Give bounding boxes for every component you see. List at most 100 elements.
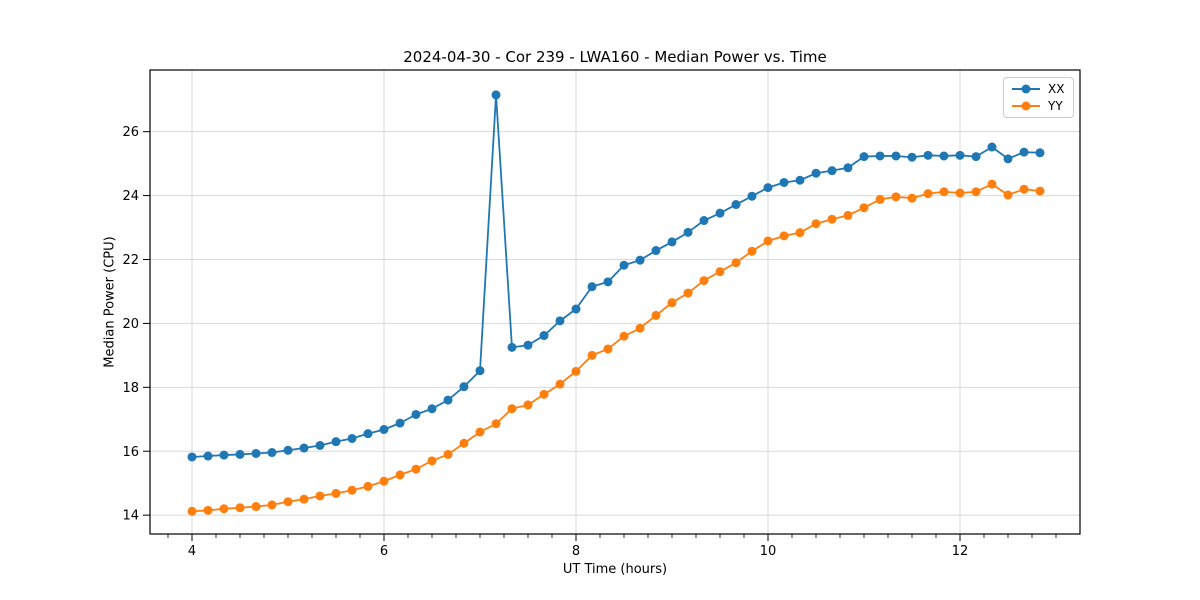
x-tick-label: 8 (572, 544, 580, 559)
x-tick-label: 4 (188, 544, 196, 559)
data-point-yy (1003, 190, 1013, 200)
data-point-xx (859, 152, 869, 162)
data-point-xx (251, 448, 261, 458)
data-point-xx (267, 448, 277, 458)
data-point-yy (219, 504, 229, 514)
data-point-yy (507, 404, 517, 414)
data-point-xx (459, 382, 469, 392)
data-point-yy (459, 438, 469, 448)
data-point-xx (907, 152, 917, 162)
data-point-xx (875, 151, 885, 161)
data-point-xx (763, 183, 773, 193)
data-point-yy (267, 500, 277, 510)
data-point-xx (923, 150, 933, 160)
data-point-yy (363, 481, 373, 491)
data-point-xx (363, 429, 373, 439)
data-point-xx (187, 452, 197, 462)
legend-marker-yy-icon (1012, 101, 1040, 111)
data-point-yy (955, 188, 965, 198)
data-point-yy (827, 214, 837, 224)
x-tick-label: 10 (760, 544, 777, 559)
data-point-xx (411, 409, 421, 419)
data-point-xx (427, 404, 437, 414)
y-tick-label: 22 (122, 253, 139, 268)
data-point-xx (571, 304, 581, 314)
data-point-xx (395, 418, 405, 428)
data-point-xx (587, 282, 597, 292)
data-point-yy (379, 476, 389, 486)
y-tick-label: 16 (122, 445, 139, 460)
data-point-xx (331, 437, 341, 447)
data-point-xx (635, 255, 645, 265)
data-point-yy (203, 505, 213, 515)
data-point-yy (427, 456, 437, 466)
legend-label-yy: YY (1048, 99, 1063, 113)
data-point-yy (875, 194, 885, 204)
data-point-yy (539, 389, 549, 399)
data-point-yy (747, 246, 757, 256)
data-point-xx (475, 366, 485, 376)
data-point-yy (715, 267, 725, 277)
data-point-yy (843, 210, 853, 220)
data-point-yy (555, 379, 565, 389)
data-point-yy (523, 400, 533, 410)
data-point-yy (651, 310, 661, 320)
data-point-yy (443, 449, 453, 459)
data-point-yy (283, 497, 293, 507)
data-point-xx (891, 151, 901, 161)
data-point-yy (571, 366, 581, 376)
data-point-yy (411, 464, 421, 474)
data-point-xx (971, 152, 981, 162)
y-tick-label: 20 (122, 317, 139, 332)
data-point-xx (939, 151, 949, 161)
data-point-xx (779, 177, 789, 187)
data-point-yy (795, 228, 805, 238)
data-point-yy (779, 231, 789, 241)
x-tick-label: 12 (952, 544, 969, 559)
data-point-xx (379, 425, 389, 435)
data-point-yy (299, 494, 309, 504)
data-point-xx (683, 227, 693, 237)
data-point-xx (843, 163, 853, 173)
data-point-yy (619, 331, 629, 341)
data-point-xx (731, 200, 741, 210)
data-point-xx (667, 237, 677, 247)
data-point-yy (603, 344, 613, 354)
data-point-yy (395, 470, 405, 480)
data-point-yy (987, 179, 997, 189)
data-point-yy (811, 219, 821, 229)
data-point-yy (923, 189, 933, 199)
legend: XX YY (1003, 77, 1075, 118)
data-point-xx (203, 451, 213, 461)
y-tick-label: 18 (122, 381, 139, 396)
data-point-xx (555, 316, 565, 326)
x-axis-label: UT Time (hours) (562, 562, 668, 577)
series-line-xx (191, 94, 1041, 458)
data-point-xx (651, 246, 661, 256)
data-point-xx (811, 168, 821, 178)
chart-title: 2024-04-30 - Cor 239 - LWA160 - Median P… (403, 48, 827, 66)
legend-item-xx: XX (1011, 82, 1064, 96)
data-point-xx (699, 216, 709, 226)
y-tick-label: 24 (122, 189, 139, 204)
data-point-xx (747, 191, 757, 201)
data-point-yy (331, 488, 341, 498)
data-point-yy (939, 187, 949, 197)
data-point-yy (891, 192, 901, 202)
data-point-yy (235, 503, 245, 513)
data-point-xx (715, 208, 725, 218)
data-point-yy (587, 350, 597, 360)
data-point-xx (603, 277, 613, 287)
y-tick-label: 14 (122, 509, 139, 524)
data-point-yy (635, 323, 645, 333)
data-point-xx (1019, 147, 1029, 157)
legend-item-yy: YY (1011, 99, 1064, 113)
data-point-yy (667, 298, 677, 308)
data-point-xx (283, 445, 293, 455)
data-point-xx (955, 150, 965, 160)
data-point-xx (315, 440, 325, 450)
data-point-yy (475, 427, 485, 437)
data-point-xx (235, 449, 245, 459)
x-tick-label: 6 (380, 544, 388, 559)
